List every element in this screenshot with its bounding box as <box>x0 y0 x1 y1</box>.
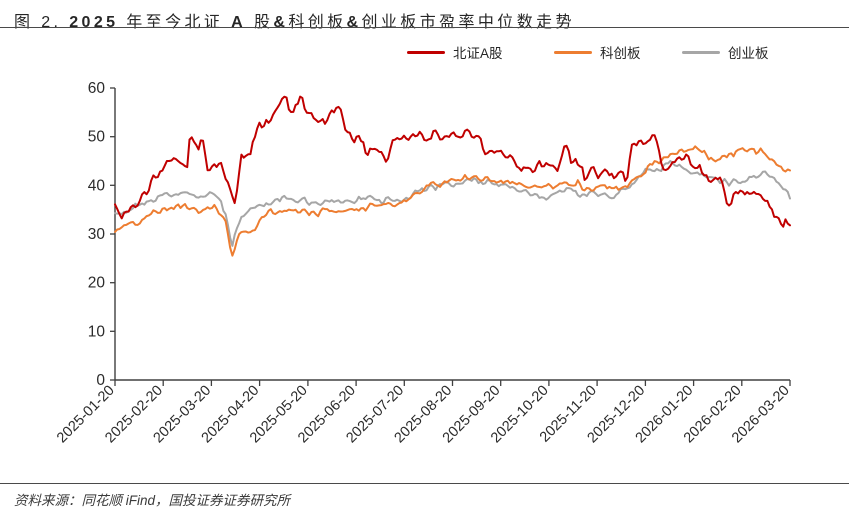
svg-text:20: 20 <box>88 275 106 292</box>
svg-text:60: 60 <box>88 80 106 97</box>
svg-text:50: 50 <box>88 129 106 146</box>
svg-text:30: 30 <box>88 226 106 243</box>
svg-text:40: 40 <box>88 177 106 194</box>
svg-text:10: 10 <box>88 323 106 340</box>
